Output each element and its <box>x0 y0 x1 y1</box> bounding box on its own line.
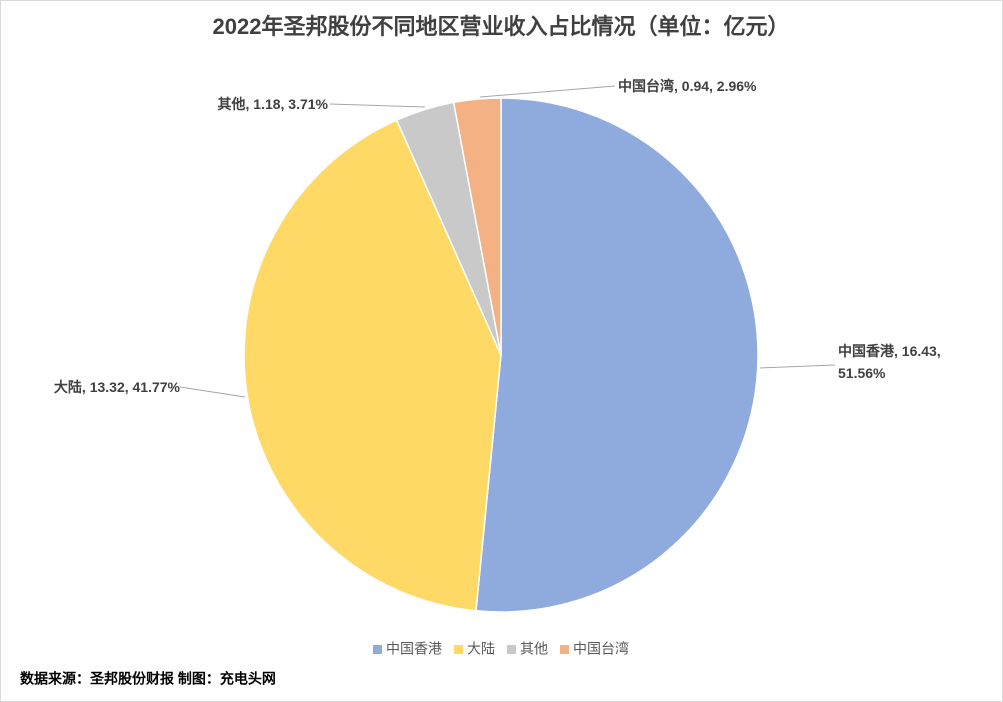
data-label: 大陆, 13.32, 41.77% <box>53 379 180 395</box>
leader-line <box>179 386 246 398</box>
chart-title: 2022年圣邦股份不同地区营业收入占比情况（单位：亿元） <box>213 14 790 39</box>
source-note: 数据来源：圣邦股份财报 制图：充电头网 <box>20 671 276 687</box>
pie-slice <box>243 119 502 612</box>
pie-slice <box>452 97 502 356</box>
data-label-box: 中国台湾, 0.94, 2.96% <box>618 78 757 94</box>
pie-slice <box>475 97 759 613</box>
data-label-box: 大陆, 13.32, 41.77% <box>53 379 180 395</box>
legend-swatch <box>560 645 569 654</box>
legend-swatch <box>454 645 463 654</box>
legend-label: 中国香港 <box>386 641 442 657</box>
data-label-box: 其他, 1.18, 3.71% <box>217 96 328 112</box>
legend-label: 其他 <box>520 641 548 657</box>
legend-label: 中国台湾 <box>573 641 629 657</box>
legend-swatch <box>373 645 382 654</box>
legend-label: 大陆 <box>467 641 495 657</box>
leader-line <box>479 85 616 98</box>
leader-line <box>329 103 426 108</box>
data-label-box: 中国香港, 16.43, 51.56% <box>838 343 941 381</box>
legend-swatch <box>507 645 516 654</box>
data-label: 其他, 1.18, 3.71% <box>217 96 328 112</box>
data-label: 中国香港, 16.43, 51.56% <box>838 343 941 381</box>
data-label: 中国台湾, 0.94, 2.96% <box>618 78 757 94</box>
leader-line <box>759 364 836 369</box>
legend: 中国香港 大陆 其他 中国台湾 <box>373 641 629 657</box>
